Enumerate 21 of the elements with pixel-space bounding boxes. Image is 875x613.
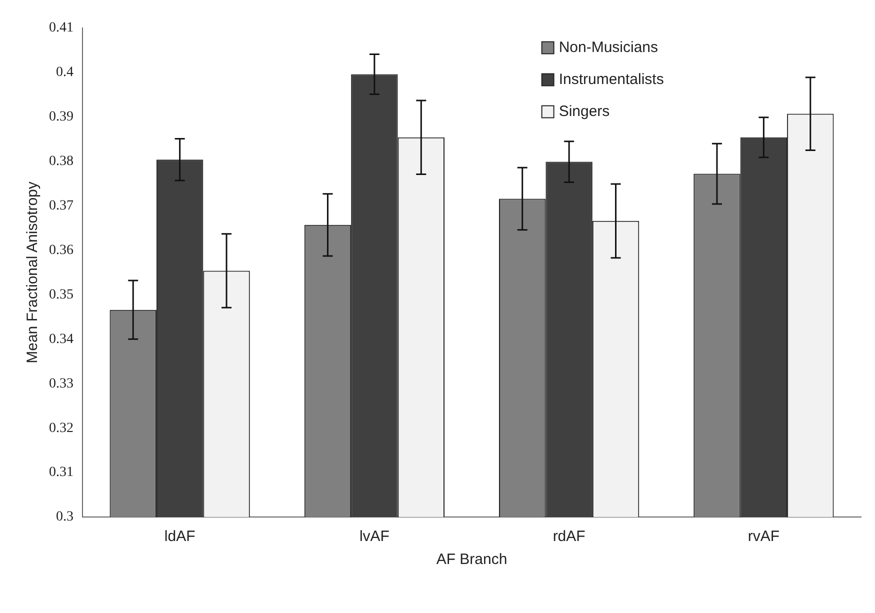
y-tick-label: 0.33 [49,376,74,392]
legend-label: Singers [558,102,610,120]
x-tick-label: ldAF [164,528,196,546]
x-tick-label: lvAF [359,528,390,546]
x-axis-title: AF Branch [436,551,508,568]
y-tick-label: 0.39 [49,110,74,125]
y-tick-label: 0.38 [49,154,74,170]
y-tick-label: 0.35 [49,287,74,302]
x-tick-label: rvAF [748,528,780,546]
y-tick-label: 0.36 [49,242,74,258]
y-tick-label: 0.3 [56,510,74,525]
y-tick-label: 0.34 [49,332,74,347]
x-tick-label: rdAF [552,528,586,546]
y-axis-title: Mean Fractional Anisotropy [24,181,42,364]
y-tick-label: 0.37 [49,198,74,214]
y-tick-label: 0.31 [49,465,74,480]
y-tick-label: 0.4 [56,65,74,80]
legend-label: Non-Musicians [558,38,658,56]
y-tick-label: 0.32 [49,420,74,436]
y-tick-label: 0.41 [49,20,74,36]
legend-label: Instrumentalists [558,70,664,88]
